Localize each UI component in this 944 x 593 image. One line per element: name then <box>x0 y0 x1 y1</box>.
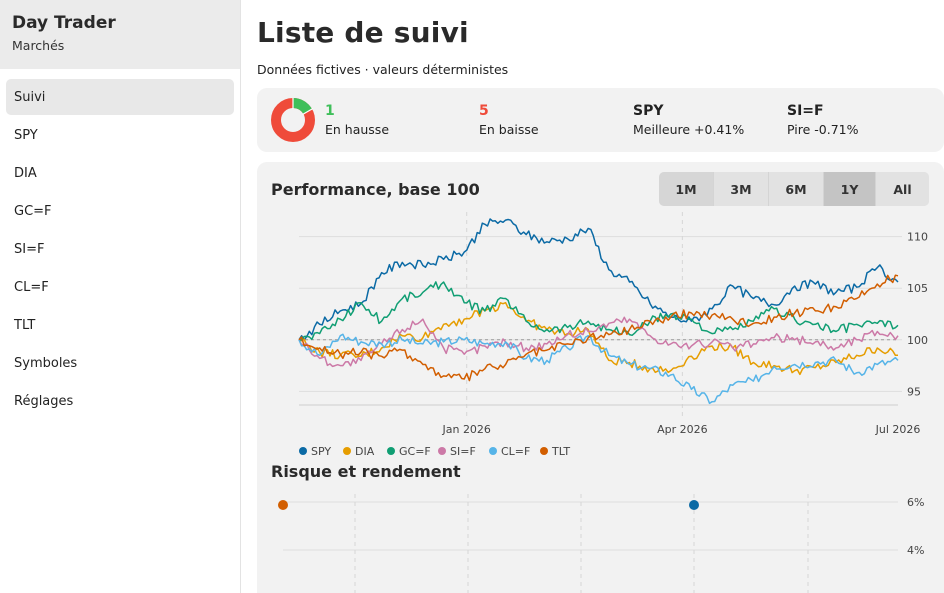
sidebar-item-suivi[interactable]: Suivi <box>6 79 234 115</box>
sidebar-item-si[interactable]: SI=F <box>6 231 234 267</box>
legend-label: DIA <box>355 445 375 458</box>
legend-marker <box>540 447 548 455</box>
sidebar-item-tlt[interactable]: TLT <box>6 307 234 343</box>
y-tick-label: 100 <box>907 334 928 347</box>
y-tick-label: 4% <box>907 544 924 557</box>
sidebar-item-reglages[interactable]: Réglages <box>6 383 234 419</box>
sidebar-item-symboles[interactable]: Symboles <box>6 345 234 381</box>
sidebar-item-label: GC=F <box>14 203 52 219</box>
best-label: Meilleure +0.41% <box>633 122 745 137</box>
sidebar-item-label: Symboles <box>14 355 78 371</box>
legend-marker <box>489 447 497 455</box>
legend-marker <box>438 447 446 455</box>
best-symbol: SPY <box>633 103 664 119</box>
performance-chart: 95 100 105 110 Jan 2026 Apr 2026 Jul 2026 SPY D… <box>298 212 928 458</box>
app-title: Day Trader <box>12 13 116 33</box>
stat-up: 1 En hausse <box>325 102 389 137</box>
page-subtitle: Données fictives · valeurs déterministes <box>257 62 509 77</box>
down-label: En baisse <box>479 122 539 137</box>
up-label: En hausse <box>325 122 390 137</box>
legend-marker <box>343 447 351 455</box>
x-tick-label: Jan 2026 <box>441 423 490 436</box>
up-down-donut <box>271 98 315 142</box>
sidebar-item-label: Suivi <box>14 89 46 105</box>
performance-title: Performance, base 100 <box>271 180 480 199</box>
series-line-gcf <box>298 281 899 341</box>
range-button-6m[interactable]: 6M <box>769 172 824 206</box>
range-button-1m[interactable]: 1M <box>659 172 714 206</box>
sidebar-item-label: TLT <box>14 317 36 333</box>
x-tick-label: Jul 2026 <box>875 423 921 436</box>
legend-label: TLT <box>551 445 570 458</box>
legend-marker <box>387 447 395 455</box>
donut-separator <box>302 107 314 116</box>
sidebar-nav: Suivi SPY DIA GC=F SI=F CL=F TLT Symbole… <box>0 69 240 419</box>
risk-return-title: Risque et rendement <box>271 462 461 481</box>
sidebar-item-label: SI=F <box>14 241 45 257</box>
summary-card: 1 En hausse 5 En baisse SPY Meilleure +0… <box>257 88 944 152</box>
down-count: 5 <box>479 103 489 119</box>
series-line-sif <box>298 316 899 368</box>
stat-worst: SI=F Pire -0.71% <box>787 102 858 137</box>
x-tick-label: Apr 2026 <box>657 423 708 436</box>
scatter-point-spy[interactable] <box>689 500 699 510</box>
main-content: Liste de suivi Données fictives · valeur… <box>257 0 944 593</box>
stat-best: SPY Meilleure +0.41% <box>633 102 744 137</box>
y-tick-label: 95 <box>907 385 921 398</box>
y-tick-label: 110 <box>907 231 928 244</box>
legend-label: GC=F <box>399 445 431 458</box>
legend-label: CL=F <box>501 445 530 458</box>
worst-label: Pire -0.71% <box>787 122 859 137</box>
legend-label: SPY <box>311 445 331 458</box>
app-subtitle: Marchés <box>12 38 65 53</box>
sidebar-item-label: DIA <box>14 165 37 181</box>
worst-symbol: SI=F <box>787 103 824 119</box>
scatter-point-tlt[interactable] <box>278 500 288 510</box>
sidebar-item-dia[interactable]: DIA <box>6 155 234 191</box>
sidebar-item-gc[interactable]: GC=F <box>6 193 234 229</box>
range-button-3m[interactable]: 3M <box>714 172 769 206</box>
range-button-all[interactable]: All <box>876 172 929 206</box>
stat-down: 5 En baisse <box>479 102 539 137</box>
sidebar-item-label: CL=F <box>14 279 49 295</box>
sidebar-item-label: SPY <box>14 127 38 143</box>
y-tick-label: 6% <box>907 496 924 509</box>
up-count: 1 <box>325 103 335 119</box>
sidebar-item-cl[interactable]: CL=F <box>6 269 234 305</box>
y-tick-label: 105 <box>907 282 928 295</box>
sidebar-item-label: Réglages <box>14 393 74 409</box>
sidebar: Day Trader Marchés Suivi SPY DIA GC=F SI… <box>0 0 241 593</box>
performance-card: Performance, base 100 1M 3M 6M 1Y All 95… <box>257 162 944 593</box>
legend-label: SI=F <box>450 445 476 458</box>
series-line-tlt <box>298 274 899 382</box>
series-line-spy <box>298 218 899 341</box>
range-selector: 1M 3M 6M 1Y All <box>659 172 929 206</box>
page-title: Liste de suivi <box>257 16 469 49</box>
series-line-clf <box>298 333 899 405</box>
legend-marker <box>299 447 307 455</box>
donut-up-segment <box>292 98 313 115</box>
sidebar-header: Day Trader Marchés <box>0 0 240 69</box>
risk-return-chart: 6% 4% <box>278 494 924 593</box>
range-button-1y[interactable]: 1Y <box>824 172 876 206</box>
sidebar-item-spy[interactable]: SPY <box>6 117 234 153</box>
